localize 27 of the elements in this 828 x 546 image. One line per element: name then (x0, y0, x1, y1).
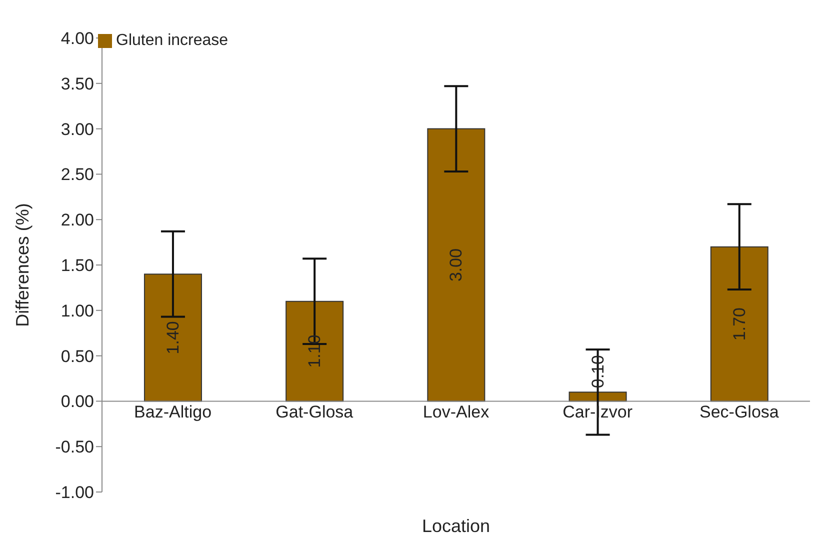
x-tick-label: Sec-Glosa (700, 402, 780, 422)
y-tick-label: 3.50 (60, 74, 94, 94)
bar (710, 246, 768, 402)
y-tick-label: -1.00 (55, 483, 94, 502)
text: 0.10 (588, 355, 608, 388)
y-tick-label: 2.50 (60, 165, 94, 184)
y-axis-title: Differences (%) (12, 203, 32, 327)
x-tick-label: Lov-Alex (422, 402, 490, 422)
x-tick-label: Baz-Altigo (134, 402, 212, 422)
y-tick-label: 0.50 (60, 346, 94, 366)
bar (286, 300, 344, 402)
y-tick-label: 1.00 (60, 301, 94, 320)
text: 3.00 (446, 248, 466, 282)
y-tick-label: -0.50 (55, 438, 94, 457)
bar (144, 274, 202, 402)
x-axis-title: Location (422, 516, 490, 536)
y-tick-label: 0.00 (60, 392, 94, 412)
bar (427, 128, 486, 402)
text: 1.40 (163, 321, 182, 354)
y-tick-label: 3.00 (60, 120, 94, 139)
text: 1.10 (305, 334, 324, 368)
y-tick-label: 1.50 (60, 256, 94, 276)
y-tick-label: 4.00 (60, 29, 94, 48)
legend-label: Gluten increase (116, 32, 228, 49)
x-tick-label: Gat-Glosa (276, 402, 354, 422)
text: 1.70 (730, 307, 749, 341)
y-tick-label: 2.00 (60, 210, 94, 230)
